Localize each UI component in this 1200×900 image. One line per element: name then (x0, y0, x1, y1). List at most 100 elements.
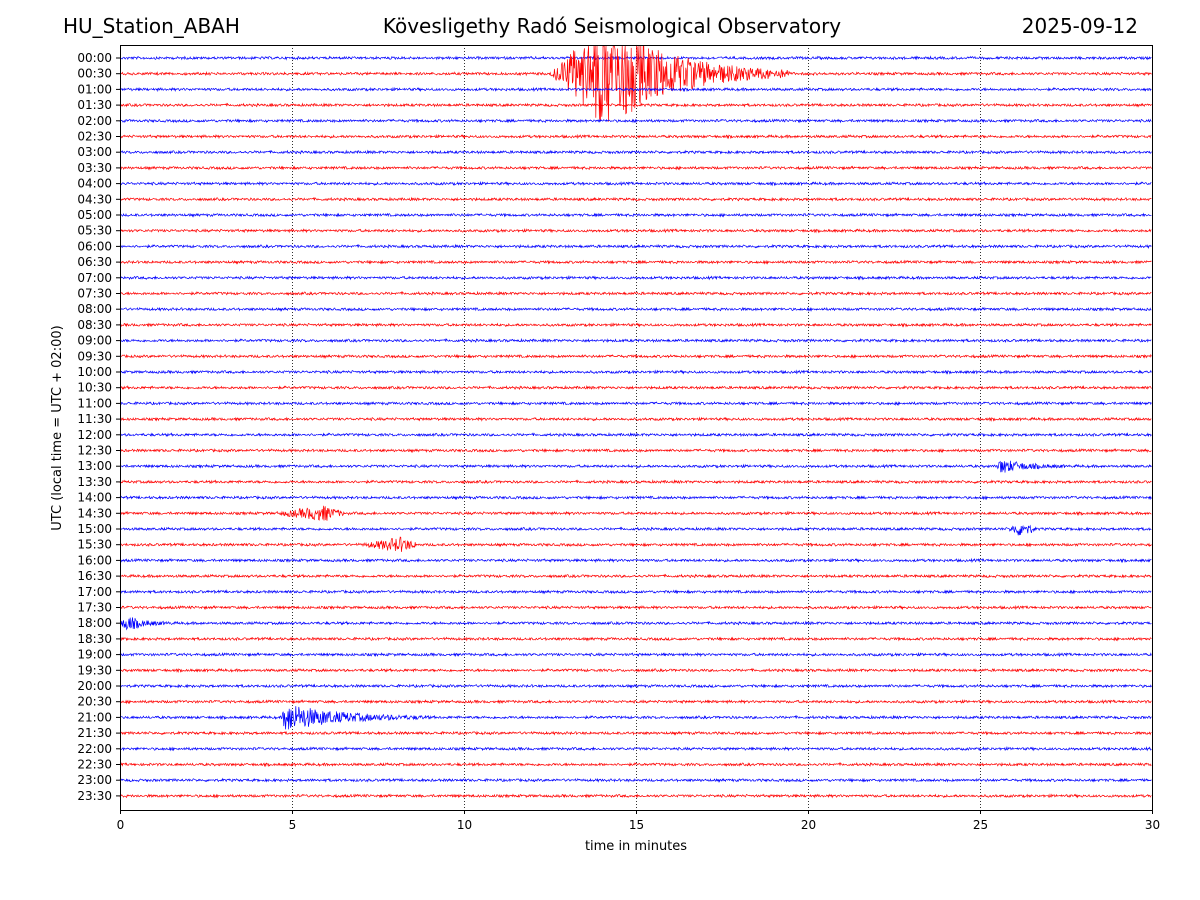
trace-2300 (119, 777, 1152, 783)
trace-1630 (119, 573, 1152, 579)
plot-date: 2025-09-12 (1021, 14, 1138, 38)
trace-2100 (119, 706, 1152, 730)
y-tick-label-9: 04:30 (77, 192, 112, 206)
trace-0730 (119, 290, 1152, 296)
y-tick-label-5: 02:30 (77, 130, 112, 144)
trace-1900 (119, 651, 1152, 658)
trace-0630 (119, 259, 1152, 265)
x-tick-label-6: 30 (1145, 818, 1160, 832)
trace-1230 (119, 448, 1152, 454)
y-tick-label-42: 21:00 (77, 710, 112, 724)
y-axis-label: UTC (local time = UTC + 02:00) (50, 325, 65, 530)
x-tick-label-2: 10 (457, 818, 472, 832)
y-tick-label-20: 10:00 (77, 365, 112, 379)
x-tick-label-1: 5 (289, 818, 297, 832)
y-tick-label-16: 08:00 (77, 302, 112, 316)
trace-0230 (119, 133, 1152, 140)
trace-0530 (120, 228, 1152, 234)
trace-0300 (119, 149, 1152, 155)
y-tick-label-22: 11:00 (77, 396, 112, 410)
y-tick-label-32: 16:00 (77, 553, 112, 567)
y-tick-label-30: 15:00 (77, 522, 112, 536)
trace-1430 (120, 505, 1152, 521)
trace-0130 (119, 102, 1152, 108)
y-tick-label-3: 01:30 (77, 98, 112, 112)
y-tick-label-10: 05:00 (77, 208, 112, 222)
y-tick-label-28: 14:00 (77, 491, 112, 505)
trace-1700 (119, 589, 1152, 595)
grid-lines (292, 45, 981, 810)
trace-2130 (119, 730, 1152, 736)
y-tick-label-34: 17:00 (77, 585, 112, 599)
trace-0800 (119, 306, 1152, 312)
trace-0330 (119, 165, 1152, 171)
y-tick-label-6: 03:00 (77, 145, 112, 159)
y-tick-label-44: 22:00 (77, 742, 112, 756)
trace-2000 (119, 683, 1152, 689)
station-name: HU_Station_ABAH (63, 14, 240, 38)
y-tick-label-40: 20:00 (77, 679, 112, 693)
trace-1800 (119, 617, 1152, 631)
y-tick-label-25: 12:30 (77, 444, 112, 458)
observatory-title: Kövesligethy Radó Seismological Observat… (382, 14, 842, 38)
trace-1030 (119, 384, 1152, 391)
x-axis: 0 5 10 15 20 25 30 (117, 810, 1160, 832)
trace-0930 (119, 353, 1152, 359)
trace-2200 (119, 746, 1152, 752)
trace-1830 (119, 636, 1152, 642)
y-tick-label-45: 22:30 (77, 758, 112, 772)
y-tick-label-17: 08:30 (77, 318, 112, 332)
trace-2230 (119, 761, 1152, 768)
trace-1000 (119, 369, 1152, 375)
y-tick-label-41: 20:30 (77, 695, 112, 709)
y-tick-label-13: 06:30 (77, 255, 112, 269)
y-tick-label-39: 19:30 (77, 663, 112, 677)
y-tick-label-21: 10:30 (77, 381, 112, 395)
trace-0700 (119, 275, 1152, 281)
trace-1200 (119, 432, 1152, 438)
x-tick-label-5: 25 (973, 818, 988, 832)
y-tick-label-29: 14:30 (77, 506, 112, 520)
x-tick-label-4: 20 (801, 818, 816, 832)
y-tick-label-19: 09:30 (77, 349, 112, 363)
trace-0200 (119, 118, 1152, 124)
y-tick-label-1: 00:30 (77, 67, 112, 81)
y-tick-label-31: 15:30 (77, 538, 112, 552)
plot-frame (120, 45, 1153, 811)
y-tick-label-35: 17:30 (77, 601, 112, 615)
trace-0500 (119, 212, 1152, 218)
trace-1400 (119, 494, 1152, 501)
y-tick-label-38: 19:00 (77, 648, 112, 662)
y-tick-label-12: 06:00 (77, 239, 112, 253)
trace-2030 (120, 699, 1152, 705)
trace-0030 (119, 44, 1152, 122)
trace-2330 (119, 793, 1152, 799)
y-tick-label-8: 04:00 (77, 177, 112, 191)
x-tick-label-0: 0 (117, 818, 125, 832)
y-tick-label-47: 23:30 (77, 789, 112, 803)
trace-1330 (119, 479, 1152, 485)
x-axis-label: time in minutes (585, 839, 687, 854)
y-tick-label-43: 21:30 (77, 726, 112, 740)
y-tick-label-36: 18:00 (77, 616, 112, 630)
trace-1600 (119, 557, 1152, 564)
y-tick-label-4: 02:00 (77, 114, 112, 128)
y-tick-label-46: 23:00 (77, 773, 112, 787)
trace-1530 (119, 536, 1152, 552)
trace-0600 (119, 243, 1152, 249)
trace-0830 (119, 322, 1152, 328)
trace-1500 (119, 524, 1152, 536)
y-tick-label-0: 00:00 (77, 51, 112, 65)
trace-0000 (119, 55, 1152, 61)
y-tick-label-23: 11:30 (77, 412, 112, 426)
y-tick-label-15: 07:30 (77, 287, 112, 301)
trace-0430 (119, 196, 1152, 202)
y-tick-label-37: 18:30 (77, 632, 112, 646)
trace-1130 (119, 416, 1152, 422)
y-tick-label-33: 16:30 (77, 569, 112, 583)
y-tick-label-26: 13:00 (77, 459, 112, 473)
trace-1730 (119, 604, 1152, 611)
x-tick-label-3: 15 (629, 818, 644, 832)
